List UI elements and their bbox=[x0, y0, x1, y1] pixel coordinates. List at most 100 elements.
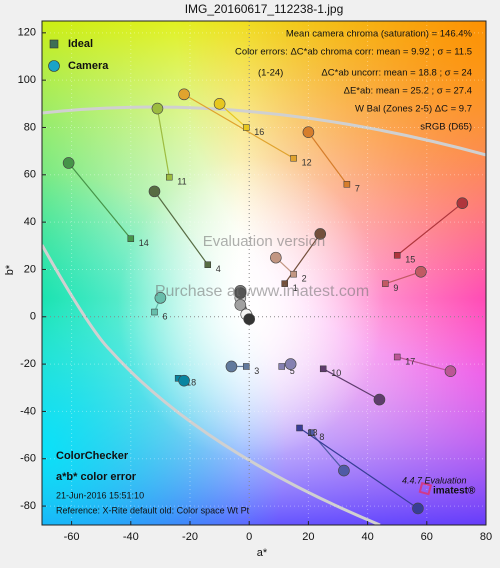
camera-marker bbox=[213, 98, 226, 110]
y-tick-label: 60 bbox=[24, 169, 36, 181]
patch-label: 16 bbox=[254, 127, 264, 137]
plot-frame bbox=[41, 20, 487, 526]
y-tick-label: 120 bbox=[18, 27, 36, 39]
legend-marker bbox=[48, 60, 60, 72]
patch-label: 14 bbox=[139, 238, 149, 248]
plot-background bbox=[42, 21, 486, 525]
y-tick-label: 100 bbox=[18, 74, 36, 86]
ideal-marker bbox=[242, 363, 250, 370]
camera-marker bbox=[302, 126, 315, 139]
x-tick-label: 40 bbox=[361, 531, 373, 543]
ideal-marker bbox=[296, 424, 303, 432]
footer-text: ColorChecker bbox=[56, 450, 129, 462]
camera-marker bbox=[234, 299, 247, 311]
watermark: Evaluation version bbox=[203, 233, 326, 250]
ideal-marker bbox=[281, 280, 288, 287]
patch-label: 2 bbox=[302, 274, 307, 284]
camera-marker bbox=[225, 360, 238, 373]
patch-label: 15 bbox=[405, 255, 415, 265]
patch-label: 7 bbox=[355, 184, 360, 194]
camera-marker bbox=[178, 374, 190, 387]
stat-text: sRGB (D65) bbox=[420, 122, 472, 133]
error-line bbox=[385, 271, 422, 285]
camera-marker bbox=[148, 185, 161, 198]
camera-marker bbox=[373, 393, 386, 406]
camera-marker bbox=[338, 464, 350, 477]
patch-label: 17 bbox=[405, 356, 415, 366]
error-line bbox=[153, 191, 209, 266]
ideal-marker bbox=[382, 280, 389, 287]
camera-marker bbox=[154, 292, 167, 304]
camera-marker bbox=[314, 228, 327, 240]
error-line bbox=[156, 108, 170, 178]
x-tick-label: -60 bbox=[64, 531, 80, 543]
legend-label: Ideal bbox=[68, 38, 93, 50]
ideal-marker bbox=[393, 252, 401, 259]
footer-text: Reference: X-Rite default old: Color spa… bbox=[56, 505, 250, 515]
y-tick-label: 80 bbox=[24, 121, 36, 133]
gamut-curve bbox=[42, 244, 381, 525]
branding: imatest® bbox=[433, 486, 476, 497]
stat-text: ΔE*ab: mean = 25.2 ; σ = 27.4 bbox=[344, 86, 472, 97]
ideal-marker bbox=[278, 363, 286, 370]
footer-text: 21-Jun-2016 15:51:10 bbox=[56, 490, 144, 500]
error-line bbox=[299, 427, 419, 509]
ideal-marker bbox=[204, 261, 212, 268]
patch-label: 18 bbox=[186, 378, 196, 388]
x-tick-label: 80 bbox=[480, 531, 492, 543]
ideal-marker bbox=[290, 154, 297, 162]
stat-text: W Bal (Zones 2-5) ΔC = 9.7 bbox=[355, 104, 472, 115]
camera-marker bbox=[62, 157, 75, 169]
y-tick-label: -20 bbox=[20, 358, 36, 370]
error-line bbox=[183, 93, 294, 159]
camera-marker bbox=[284, 358, 297, 370]
legend-marker bbox=[49, 39, 59, 49]
patch-label: 4 bbox=[216, 264, 221, 274]
ideal-marker bbox=[319, 365, 327, 373]
y-tick-label: -80 bbox=[20, 500, 36, 512]
stat-text: (1-24) bbox=[258, 68, 283, 79]
x-tick-label: -20 bbox=[182, 531, 198, 543]
ideal-marker bbox=[393, 353, 401, 361]
error-line bbox=[397, 356, 451, 372]
error-line bbox=[68, 162, 132, 240]
camera-marker bbox=[234, 287, 247, 299]
camera-marker bbox=[412, 502, 424, 515]
ideal-marker bbox=[242, 124, 250, 131]
ideal-marker bbox=[343, 181, 351, 188]
ideal-marker bbox=[127, 235, 135, 242]
y-tick-label: -60 bbox=[20, 453, 36, 465]
stat-text: Mean camera chroma (saturation) = 146.4% bbox=[286, 29, 473, 40]
stat-text: ΔC*ab uncorr: mean = 18.8 ; σ = 24 bbox=[321, 68, 472, 79]
error-line bbox=[219, 103, 247, 128]
patch-label: 3 bbox=[254, 366, 259, 376]
camera-marker bbox=[456, 197, 469, 209]
error-line bbox=[322, 368, 380, 401]
patch-label: 1 bbox=[293, 283, 298, 293]
y-tick-label: 0 bbox=[30, 311, 36, 323]
logo bbox=[418, 481, 433, 496]
ideal-marker bbox=[151, 308, 158, 316]
ideal-marker bbox=[308, 429, 315, 436]
error-line bbox=[307, 131, 348, 185]
stat-text: Color errors: ΔC*ab chroma corr: mean = … bbox=[235, 47, 472, 58]
legend-label: Camera bbox=[68, 60, 109, 72]
y-tick-label: 20 bbox=[24, 263, 36, 275]
x-tick-label: 20 bbox=[302, 531, 314, 543]
camera-marker bbox=[178, 88, 190, 101]
y-axis-label: b* bbox=[4, 264, 16, 275]
x-tick-label: 0 bbox=[246, 531, 252, 543]
patch-label: 9 bbox=[393, 283, 398, 293]
branding: 4.4.7 Evaluation bbox=[402, 475, 467, 485]
footer-text: a*b* color error bbox=[56, 471, 137, 483]
error-line bbox=[396, 202, 463, 256]
camera-marker bbox=[444, 365, 457, 377]
patch-label: 5 bbox=[290, 366, 295, 376]
watermark: Purchase at www.imatest.com bbox=[155, 283, 369, 300]
x-axis-label: a* bbox=[257, 547, 268, 559]
ideal-marker bbox=[290, 270, 297, 278]
camera-marker bbox=[243, 313, 255, 325]
patch-label: 11 bbox=[177, 177, 186, 187]
